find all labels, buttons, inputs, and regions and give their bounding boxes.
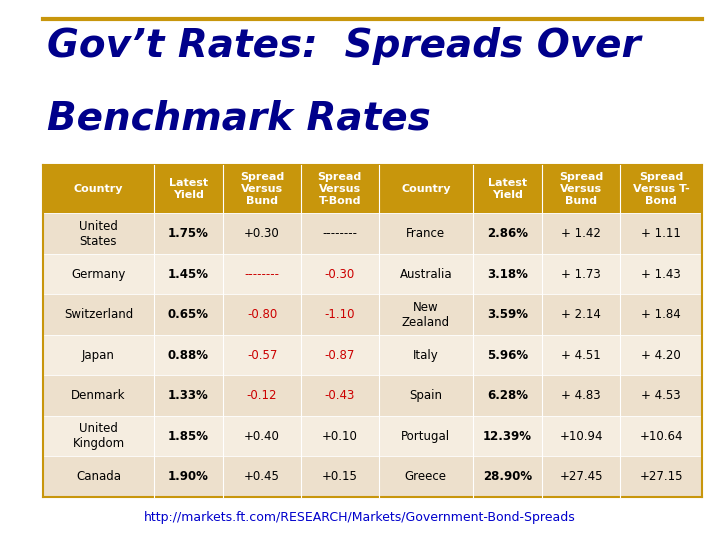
Text: -0.57: -0.57 <box>247 348 277 362</box>
Text: Italy: Italy <box>413 348 438 362</box>
Text: +10.64: +10.64 <box>639 429 683 443</box>
Text: 3.18%: 3.18% <box>487 267 528 281</box>
Text: -0.43: -0.43 <box>325 389 355 402</box>
Text: 12.39%: 12.39% <box>483 429 532 443</box>
Text: Spain: Spain <box>409 389 442 402</box>
Text: +0.15: +0.15 <box>322 470 358 483</box>
Text: -0.30: -0.30 <box>325 267 355 281</box>
Text: Latest
Yield: Latest Yield <box>169 178 208 200</box>
Text: Germany: Germany <box>71 267 125 281</box>
Text: Spread
Versus T-
Bond: Spread Versus T- Bond <box>633 172 690 206</box>
Text: Australia: Australia <box>400 267 452 281</box>
Text: 2.86%: 2.86% <box>487 227 528 240</box>
Text: 1.45%: 1.45% <box>168 267 209 281</box>
Text: 1.90%: 1.90% <box>168 470 209 483</box>
Text: Benchmark Rates: Benchmark Rates <box>47 100 431 138</box>
Text: + 4.53: + 4.53 <box>642 389 681 402</box>
Text: 6.28%: 6.28% <box>487 389 528 402</box>
Text: -1.10: -1.10 <box>325 308 355 321</box>
Text: +27.45: +27.45 <box>559 470 603 483</box>
Text: Greece: Greece <box>405 470 447 483</box>
Text: + 2.14: + 2.14 <box>562 308 601 321</box>
Text: Canada: Canada <box>76 470 121 483</box>
Text: Portugal: Portugal <box>401 429 450 443</box>
Text: + 1.11: + 1.11 <box>641 227 681 240</box>
Text: +0.40: +0.40 <box>244 429 280 443</box>
Text: +0.45: +0.45 <box>244 470 280 483</box>
Text: -0.87: -0.87 <box>325 348 355 362</box>
Text: Gov’t Rates:  Spreads Over: Gov’t Rates: Spreads Over <box>47 27 640 65</box>
Text: + 1.84: + 1.84 <box>642 308 681 321</box>
Text: --------: -------- <box>245 267 279 281</box>
Text: Spread
Versus
T-Bond: Spread Versus T-Bond <box>318 172 362 206</box>
Text: France: France <box>406 227 446 240</box>
Text: 0.65%: 0.65% <box>168 308 209 321</box>
Text: Japan: Japan <box>82 348 115 362</box>
Text: Spread
Versus
Bund: Spread Versus Bund <box>559 172 603 206</box>
Text: + 4.51: + 4.51 <box>562 348 601 362</box>
Text: Latest
Yield: Latest Yield <box>488 178 527 200</box>
Text: Switzerland: Switzerland <box>64 308 133 321</box>
Text: New
Zealand: New Zealand <box>402 301 450 328</box>
Text: +27.15: +27.15 <box>639 470 683 483</box>
Text: http://markets.ft.com/RESEARCH/Markets/Government-Bond-Spreads: http://markets.ft.com/RESEARCH/Markets/G… <box>144 511 576 524</box>
Text: 1.33%: 1.33% <box>168 389 209 402</box>
Text: 3.59%: 3.59% <box>487 308 528 321</box>
Text: +10.94: +10.94 <box>559 429 603 443</box>
Text: 1.85%: 1.85% <box>168 429 209 443</box>
Text: Denmark: Denmark <box>71 389 126 402</box>
Text: 0.88%: 0.88% <box>168 348 209 362</box>
Text: Country: Country <box>73 184 123 194</box>
Text: +0.10: +0.10 <box>322 429 358 443</box>
Text: 1.75%: 1.75% <box>168 227 209 240</box>
Text: +0.30: +0.30 <box>244 227 280 240</box>
Text: + 4.83: + 4.83 <box>562 389 601 402</box>
Text: Spread
Versus
Bund: Spread Versus Bund <box>240 172 284 206</box>
Text: 28.90%: 28.90% <box>483 470 532 483</box>
Text: Country: Country <box>401 184 451 194</box>
Text: United
Kingdom: United Kingdom <box>73 422 125 450</box>
Text: -0.12: -0.12 <box>247 389 277 402</box>
Text: --------: -------- <box>323 227 357 240</box>
Text: + 1.73: + 1.73 <box>562 267 601 281</box>
Text: + 4.20: + 4.20 <box>642 348 681 362</box>
Text: -0.80: -0.80 <box>247 308 277 321</box>
Text: United
States: United States <box>79 220 118 247</box>
Text: + 1.42: + 1.42 <box>562 227 601 240</box>
Text: 5.96%: 5.96% <box>487 348 528 362</box>
Text: + 1.43: + 1.43 <box>642 267 681 281</box>
